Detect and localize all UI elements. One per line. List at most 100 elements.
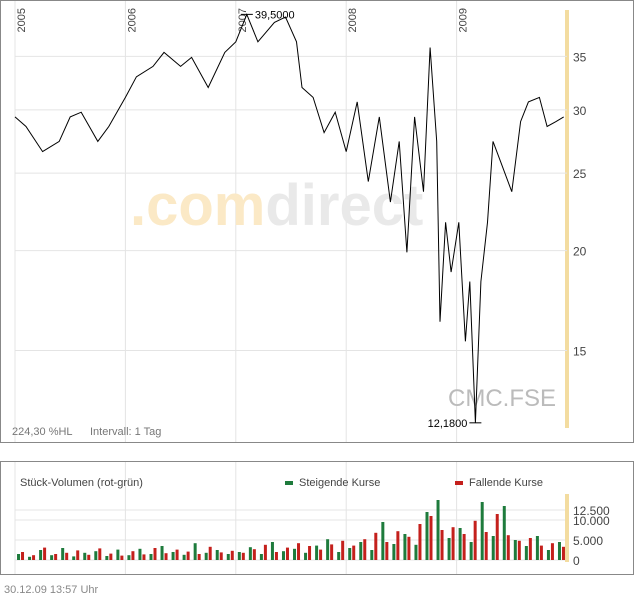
volume-bar bbox=[182, 554, 186, 560]
y-tick-label: 12.500 bbox=[573, 504, 610, 518]
volume-bar bbox=[363, 539, 367, 560]
volume-bar bbox=[270, 542, 274, 560]
volume-bar bbox=[116, 549, 120, 560]
volume-bar bbox=[230, 550, 234, 560]
y-tick-label: 5.000 bbox=[573, 534, 603, 548]
volume-bar bbox=[436, 500, 440, 560]
legend-label: Fallende Kurse bbox=[469, 477, 543, 489]
volume-bar bbox=[285, 547, 289, 560]
volume-bar bbox=[370, 550, 374, 560]
y-tick-label: 25 bbox=[573, 167, 587, 181]
volume-bar bbox=[469, 542, 473, 560]
volume-bar bbox=[39, 550, 43, 560]
volume-bar bbox=[263, 544, 267, 560]
volume-bar bbox=[164, 553, 168, 560]
volume-bar bbox=[241, 552, 245, 560]
volume-bar bbox=[557, 542, 561, 560]
volume-bar bbox=[440, 530, 444, 560]
volume-bar bbox=[458, 528, 462, 560]
volume-bar bbox=[385, 542, 389, 560]
volume-bar bbox=[274, 552, 278, 560]
volume-bar bbox=[502, 506, 506, 560]
legend-marker bbox=[455, 481, 463, 485]
volume-bar bbox=[72, 556, 76, 560]
volume-bar bbox=[546, 550, 550, 560]
volume-bar bbox=[175, 549, 179, 560]
footer: 30.12.09 13:57 Uhr bbox=[4, 584, 99, 596]
x-tick-label: 2007 bbox=[237, 8, 249, 32]
volume-bar bbox=[326, 539, 330, 560]
volume-title: Stück-Volumen (rot-grün) bbox=[20, 477, 143, 489]
volume-bar bbox=[98, 548, 102, 560]
y-tick-label: 15 bbox=[573, 345, 587, 359]
volume-bar bbox=[65, 552, 69, 560]
volume-bar bbox=[248, 547, 252, 560]
watermark-part: .com bbox=[130, 173, 265, 238]
legend-marker bbox=[285, 481, 293, 485]
x-tick-label: 2008 bbox=[347, 8, 359, 32]
volume-bar bbox=[197, 554, 201, 560]
volume-bar bbox=[506, 535, 510, 560]
annotation-label: 12,1800 bbox=[428, 418, 468, 430]
volume-bar bbox=[561, 546, 565, 560]
legend-label: Steigende Kurse bbox=[299, 477, 380, 489]
volume-bar bbox=[392, 544, 396, 560]
volume-bar bbox=[429, 516, 433, 560]
volume-bar bbox=[105, 556, 109, 560]
volume-bar bbox=[403, 534, 407, 560]
x-tick-label: 2006 bbox=[126, 8, 138, 32]
volume-bar bbox=[495, 514, 499, 560]
info: 224,30 %HL bbox=[12, 426, 73, 438]
volume-bar bbox=[352, 545, 356, 560]
volume-bar bbox=[109, 553, 113, 560]
watermark: .comdirect bbox=[130, 173, 423, 238]
volume-bar bbox=[451, 527, 455, 560]
volume-bar bbox=[396, 531, 400, 560]
volume-bar bbox=[76, 550, 80, 560]
volume-bar bbox=[480, 502, 484, 560]
volume-bar bbox=[535, 536, 539, 560]
y-tick-label: 20 bbox=[573, 245, 587, 259]
volume-bar bbox=[142, 554, 146, 560]
volume-bar bbox=[259, 554, 263, 560]
volume-bar bbox=[252, 549, 256, 560]
watermark-part: direct bbox=[265, 173, 423, 238]
right-marker bbox=[565, 10, 569, 428]
volume-bar bbox=[54, 554, 58, 560]
y-tick-label: 10.000 bbox=[573, 514, 610, 528]
volume-bar bbox=[61, 548, 65, 560]
volume-bar bbox=[281, 551, 285, 560]
volume-bar bbox=[297, 543, 301, 560]
y-tick-label: 0 bbox=[573, 554, 580, 568]
volume-bar bbox=[425, 512, 429, 560]
volume-bar bbox=[341, 540, 345, 560]
volume-bar bbox=[127, 555, 131, 560]
volume-bar bbox=[513, 540, 517, 560]
volume-bar bbox=[186, 551, 190, 560]
volume-bar bbox=[120, 555, 124, 560]
volume-bar bbox=[414, 544, 418, 560]
symbol: CMC.FSE bbox=[448, 385, 556, 412]
y-tick-label: 30 bbox=[573, 104, 587, 118]
volume-bar bbox=[204, 552, 208, 560]
volume-bar bbox=[131, 551, 135, 560]
volume-bar bbox=[315, 545, 319, 560]
volume-bar bbox=[208, 546, 212, 560]
volume-bar bbox=[153, 548, 157, 560]
volume-bar bbox=[171, 552, 175, 560]
volume-bar bbox=[21, 552, 25, 560]
y-tick-label: 35 bbox=[573, 50, 587, 64]
volume-bar bbox=[43, 547, 47, 560]
volume-bar bbox=[237, 552, 241, 560]
volume-bar bbox=[50, 555, 54, 560]
volume-bar bbox=[491, 536, 495, 560]
annotation-label: 39,5000 bbox=[255, 9, 295, 21]
volume-bar bbox=[462, 534, 466, 560]
volume-bar bbox=[550, 543, 554, 560]
volume-bar bbox=[528, 538, 532, 560]
right-marker bbox=[565, 494, 569, 562]
volume-bar bbox=[308, 546, 312, 560]
volume-bar bbox=[226, 554, 230, 560]
